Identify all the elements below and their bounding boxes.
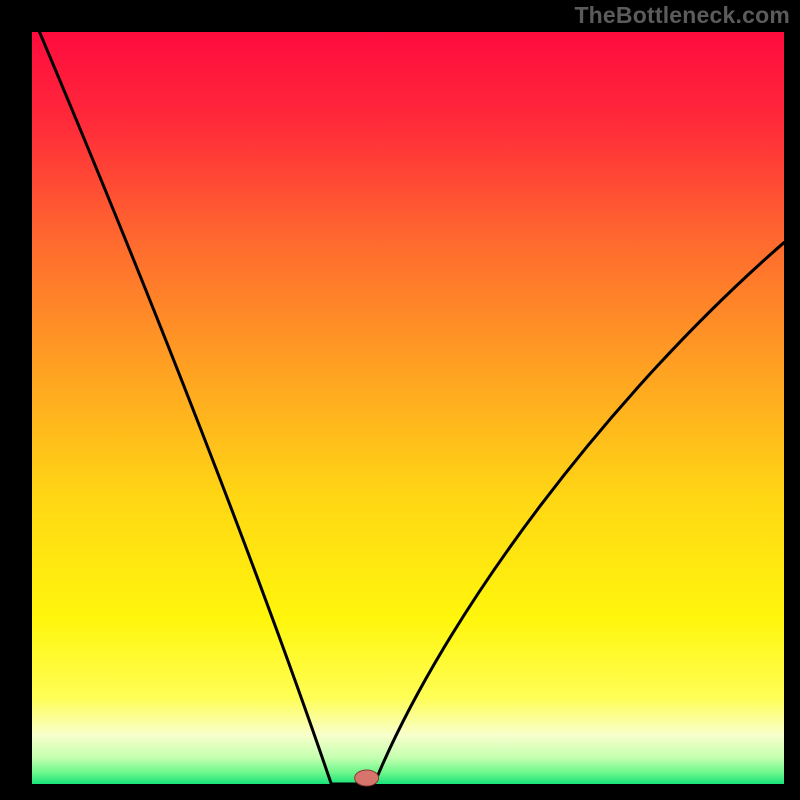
optimum-marker [355, 770, 379, 786]
plot-background [32, 32, 784, 784]
bottleneck-chart [0, 0, 800, 800]
watermark-text: TheBottleneck.com [574, 2, 790, 29]
